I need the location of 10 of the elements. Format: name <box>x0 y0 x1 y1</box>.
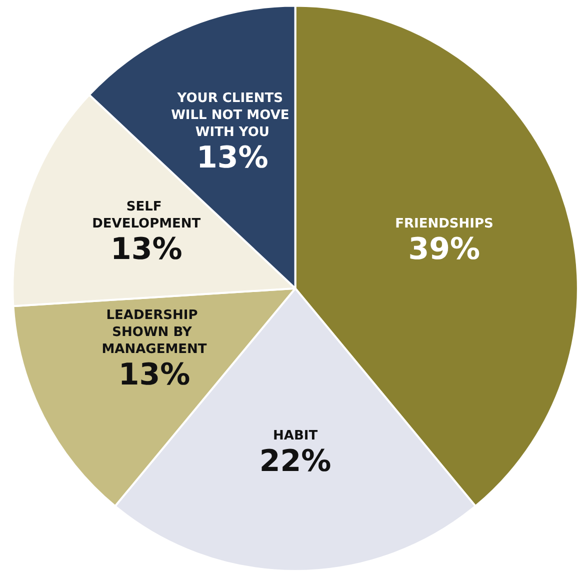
data-label: 13% <box>110 232 182 268</box>
data-label: 39% <box>408 232 480 268</box>
slice-label: HABIT <box>273 428 318 444</box>
slice-label: LEADERSHIP SHOWN BY MANAGEMENT <box>102 308 207 358</box>
slice-label: FRIENDSHIPS <box>395 216 494 232</box>
slice-label: SELF DEVELOPMENT <box>92 200 201 232</box>
data-label: 22% <box>259 444 332 480</box>
slice-label: YOUR CLIENTS WILL NOT MOVE WITH YOU <box>171 91 294 140</box>
data-label: 13% <box>196 140 268 176</box>
data-label: 13% <box>118 358 190 393</box>
